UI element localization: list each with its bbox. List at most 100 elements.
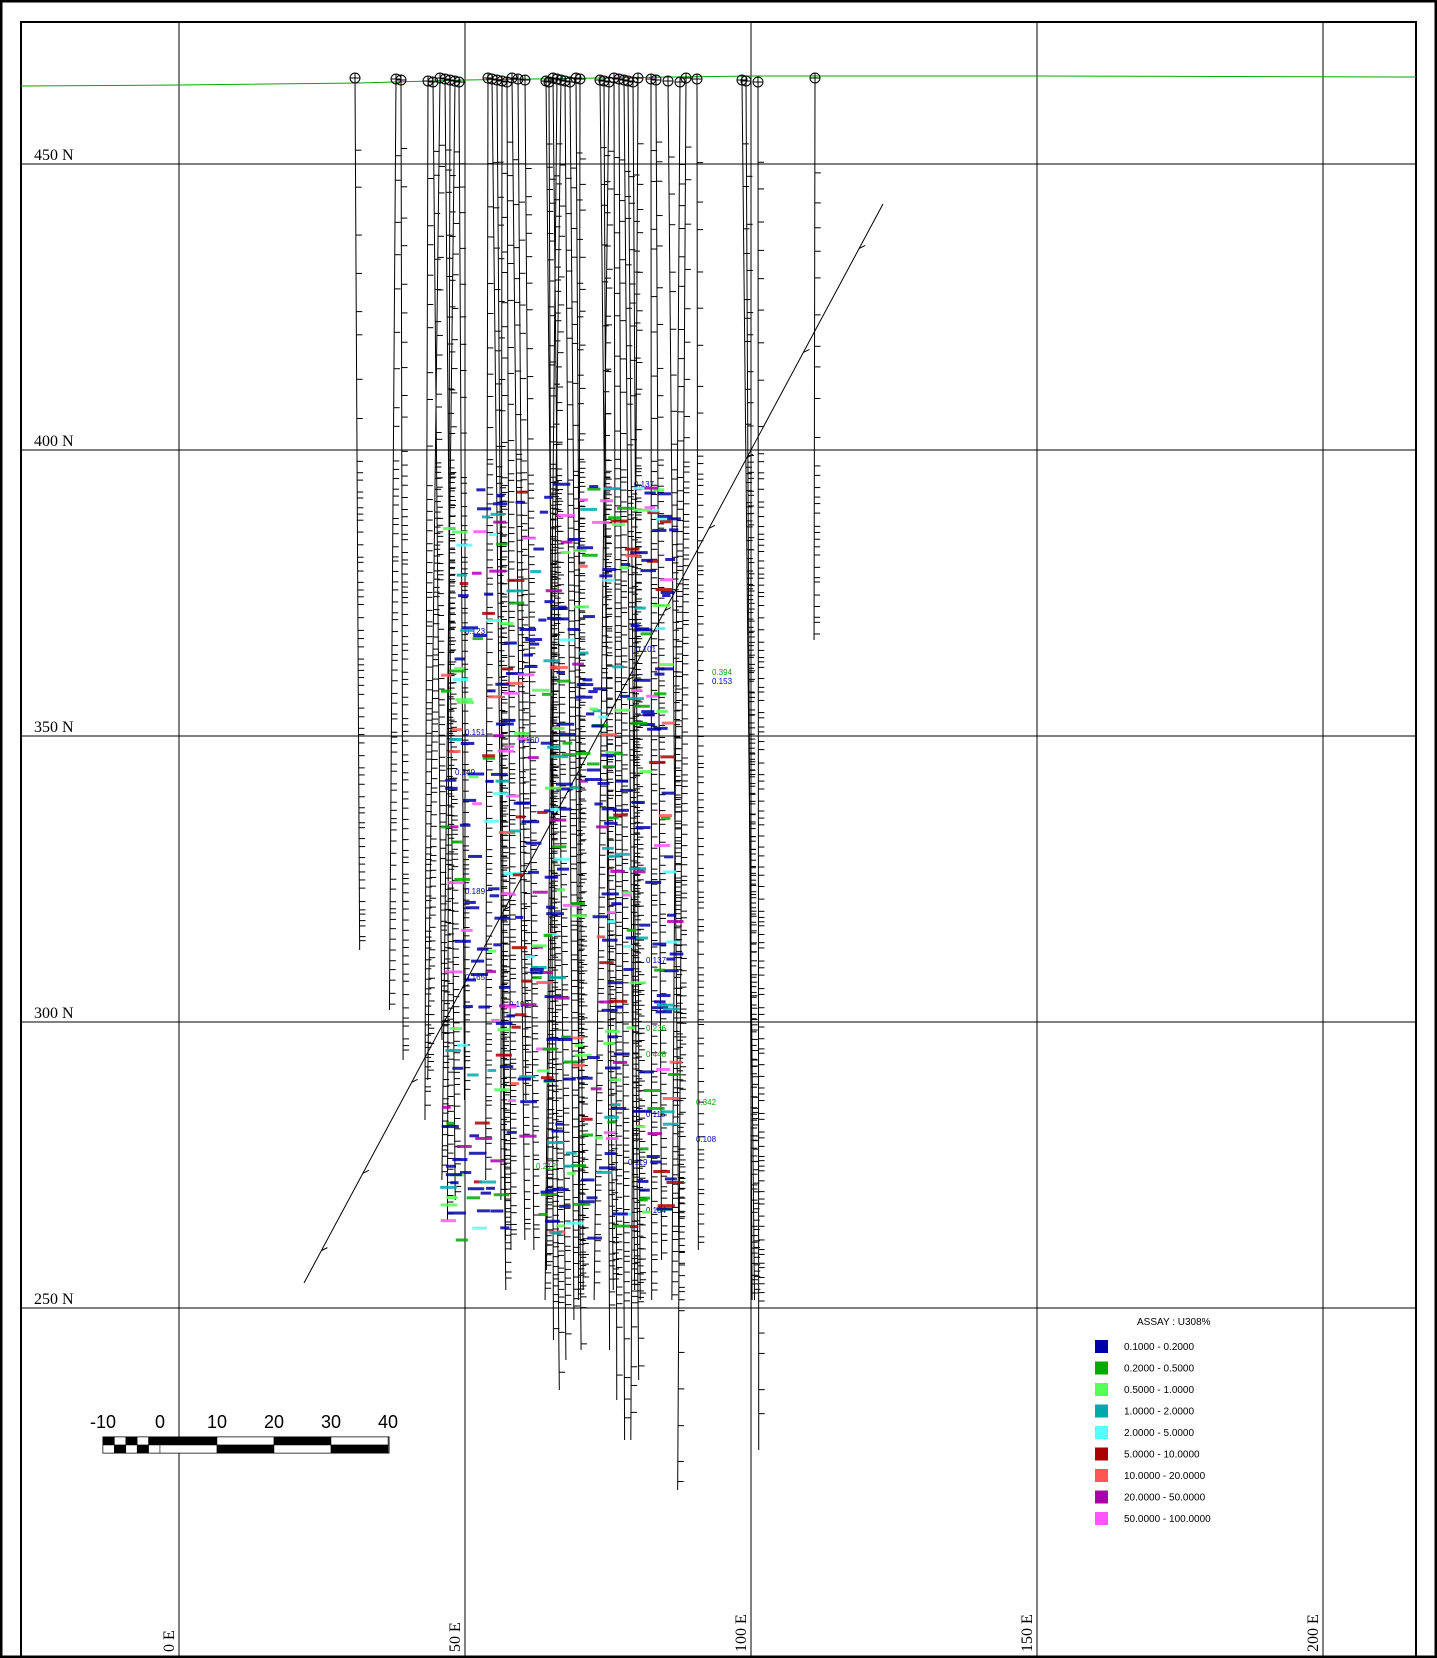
assay-interval-mark (607, 920, 616, 924)
assay-interval-mark (586, 1196, 598, 1200)
assay-interval-mark (589, 485, 599, 489)
assay-interval-mark (610, 1103, 621, 1107)
drillhole-trace (577, 78, 581, 1301)
assay-interval-mark (451, 530, 468, 534)
assay-interval-mark (573, 605, 589, 609)
assay-interval-mark (505, 1005, 517, 1009)
assay-label: 0.160 (519, 736, 540, 745)
assay-interval-mark (499, 1065, 514, 1069)
assay-interval-mark (591, 724, 605, 728)
assay-interval-mark (599, 499, 614, 503)
assay-interval-mark (587, 487, 601, 491)
drillhole-trace (696, 78, 699, 1251)
drillhole-trace (757, 81, 760, 1451)
assay-interval-mark (454, 939, 471, 943)
assay-label: 0.448 (646, 1050, 667, 1059)
assay-interval-mark (560, 540, 573, 544)
assay-interval-mark (524, 665, 538, 669)
assay-interval-mark (467, 1187, 485, 1191)
assay-interval-mark (445, 825, 459, 829)
assay-interval-mark (598, 715, 609, 719)
assay-interval-mark (559, 732, 576, 736)
drillhole-trace (444, 78, 456, 1201)
assay-interval-mark (538, 1212, 548, 1216)
assay-interval-mark (663, 969, 679, 973)
assay-interval-mark (448, 750, 461, 754)
assay-interval-mark (470, 972, 489, 976)
assay-interval-mark (493, 792, 509, 796)
assay-interval-mark (598, 1166, 616, 1170)
assay-interval-mark (593, 687, 607, 691)
assay-interval-mark (608, 516, 621, 520)
assay-interval-mark (576, 546, 594, 550)
assay-interval-mark (669, 528, 679, 532)
assay-interval-mark (449, 669, 466, 673)
assay-interval-mark (544, 875, 559, 879)
assay-interval-mark (603, 1041, 615, 1045)
assay-interval-mark (577, 1076, 593, 1080)
assay-interval-mark (641, 710, 655, 714)
assay-label: 0.119 (628, 1158, 648, 1167)
assay-interval-mark (655, 1010, 672, 1014)
grid (21, 22, 1416, 1658)
assay-interval-mark (452, 1066, 464, 1070)
assay-interval-mark (468, 1151, 487, 1155)
assay-interval-mark (596, 825, 609, 829)
drillhole-trace (500, 80, 503, 1201)
assay-interval-mark (440, 1219, 456, 1223)
assay-interval-mark (520, 1003, 537, 1007)
assay-interval-mark (626, 1026, 636, 1030)
assay-interval-mark (462, 798, 477, 802)
assay-interval-mark (594, 802, 603, 806)
assay-interval-mark (581, 1178, 595, 1182)
assay-interval-mark (622, 893, 632, 897)
assay-interval-mark (659, 520, 672, 524)
assay-interval-mark (607, 981, 623, 985)
assay-interval-mark (536, 981, 553, 985)
assay-interval-mark (607, 854, 621, 858)
assay-interval-mark (588, 690, 598, 694)
assay-interval-mark (521, 820, 540, 824)
assay-interval-mark (612, 1106, 627, 1110)
assay-interval-mark (464, 978, 477, 982)
assay-interval-mark (543, 659, 561, 663)
assay-interval-mark (531, 965, 547, 969)
assay-interval-mark (466, 1196, 481, 1200)
assay-interval-mark (441, 1105, 451, 1109)
assay-interval-mark (450, 1027, 462, 1031)
interval-tick (411, 1078, 418, 1083)
assay-interval-mark (633, 486, 646, 490)
assay-interval-mark (487, 1068, 497, 1072)
assay-interval-mark (631, 800, 645, 804)
assay-interval-mark (559, 807, 572, 811)
assay-interval-mark (450, 840, 463, 844)
assay-interval-mark (490, 512, 505, 516)
assay-interval-mark (447, 881, 465, 885)
assay-interval-mark (650, 1160, 662, 1164)
assay-interval-mark (655, 626, 666, 630)
assay-interval-mark (666, 1180, 685, 1184)
assay-interval-mark (475, 1136, 493, 1140)
assay-interval-mark (617, 506, 635, 510)
assay-interval-mark (565, 1151, 577, 1155)
assay-interval-mark (609, 1078, 622, 1082)
assay-interval-mark (621, 562, 631, 566)
northing-label: 450 N (34, 147, 74, 164)
assay-interval-mark (540, 1076, 554, 1080)
assay-interval-mark (646, 1154, 660, 1158)
assay-interval-mark (607, 1035, 619, 1039)
assay-interval-mark (582, 678, 593, 682)
assay-interval-mark (569, 1036, 584, 1040)
assay-interval-mark (550, 808, 560, 812)
assay-interval-mark (587, 762, 600, 766)
assay-interval-mark (601, 892, 619, 896)
assay-interval-mark (571, 914, 588, 918)
assay-interval-mark (664, 1177, 677, 1181)
assay-interval-mark (488, 533, 498, 537)
assay-interval-mark (614, 708, 630, 712)
assay-interval-mark (478, 1005, 491, 1009)
assay-interval-mark (631, 688, 643, 692)
assay-interval-mark (596, 935, 606, 939)
assay-interval-mark (556, 1224, 565, 1228)
